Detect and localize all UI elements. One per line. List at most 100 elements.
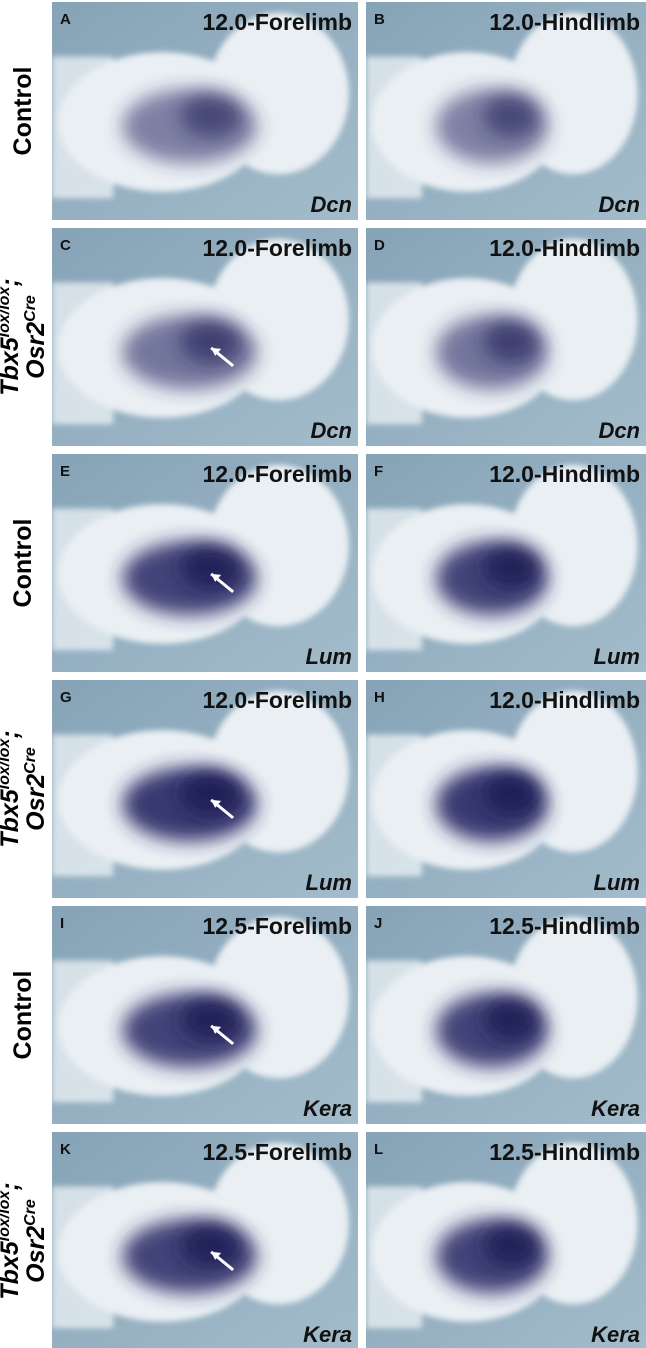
label-sup: lox/lox (0, 286, 13, 338)
panel-letter: I (60, 915, 64, 932)
limb-base (366, 1186, 422, 1329)
panel-image (52, 1132, 358, 1348)
panel-letter: L (374, 1141, 383, 1158)
panel-title: 12.0-Hindlimb (489, 461, 640, 487)
limb-base (52, 508, 114, 651)
gene-label: Kera (591, 1096, 640, 1121)
panel-image (366, 906, 646, 1124)
stain-core (180, 93, 242, 138)
panel-title: 12.5-Hindlimb (489, 913, 640, 939)
panel-title: 12.0-Forelimb (202, 687, 352, 713)
label-part: Osr2 (22, 1226, 50, 1283)
panel-letter: F (374, 463, 383, 480)
label-part: ; (0, 278, 24, 286)
stain-core (180, 545, 242, 590)
panel-image (52, 2, 358, 220)
label-part: Tbx5 (0, 336, 24, 395)
panel-title: 12.5-Forelimb (202, 1139, 352, 1165)
limb-base (52, 1186, 114, 1329)
panel-title: 12.5-Hindlimb (489, 1139, 640, 1165)
limb-base (366, 56, 422, 199)
limb-base (52, 734, 114, 877)
panel-title: 12.0-Hindlimb (489, 687, 640, 713)
limb-base (52, 960, 114, 1103)
stain-core (483, 319, 540, 364)
arrow-head (211, 799, 222, 808)
stain-core (180, 997, 242, 1042)
stain-core (483, 93, 540, 138)
gene-label: Kera (591, 1322, 640, 1347)
panel-letter: K (60, 1141, 71, 1158)
label-part: Osr2 (22, 322, 50, 379)
panel-title: 12.0-Forelimb (202, 9, 352, 35)
panel-title: 12.0-Forelimb (202, 461, 352, 487)
label-part: Tbx5 (0, 1240, 24, 1299)
arrow-head (211, 1025, 222, 1034)
label-sup: lox/lox (0, 738, 13, 790)
limb-base (52, 56, 114, 199)
stain-core (483, 997, 540, 1042)
label-part: ; (0, 1182, 24, 1190)
gene-label: Kera (303, 1322, 352, 1347)
gene-label: Dcn (598, 192, 640, 217)
row-label: Control (9, 519, 37, 608)
row-label: Osr2Cre (22, 747, 50, 831)
stain-core (180, 1223, 242, 1268)
label-sup: Cre (22, 295, 39, 322)
label-sup: Cre (22, 1199, 39, 1226)
row-label: Tbx5lox/lox; (0, 278, 24, 395)
panel-letter: B (374, 11, 385, 28)
panel-image (366, 1132, 646, 1348)
panel-letter: D (374, 237, 385, 254)
panel-title: 12.5-Forelimb (202, 913, 352, 939)
gene-label: Lum (594, 870, 640, 895)
row-label: Control (9, 971, 37, 1060)
label-sup: Cre (22, 747, 39, 774)
gene-label: Kera (303, 1096, 352, 1121)
gene-label: Dcn (598, 418, 640, 443)
gene-label: Lum (306, 644, 352, 669)
panel-image (52, 680, 358, 898)
gene-label: Dcn (310, 192, 352, 217)
gene-label: Lum (594, 644, 640, 669)
limb-base (366, 282, 422, 425)
panel-image (366, 228, 646, 446)
label-part: ; (0, 730, 24, 738)
panel-title: 12.0-Forelimb (202, 235, 352, 261)
stain-core (483, 545, 540, 590)
panel-image (52, 906, 358, 1124)
label-part: Osr2 (22, 774, 50, 831)
row-label: Control (9, 67, 37, 156)
row-label: Osr2Cre (22, 295, 50, 379)
arrow-head (211, 1251, 222, 1260)
arrow-head (211, 347, 222, 356)
row-label: Tbx5lox/lox; (0, 1182, 24, 1299)
stain-core (483, 1223, 540, 1268)
stain-core (180, 319, 242, 364)
panel-image (366, 454, 646, 672)
stain-core (180, 771, 242, 816)
label-part: Tbx5 (0, 788, 24, 847)
panel-image (366, 680, 646, 898)
gene-label: Lum (306, 870, 352, 895)
label-sup: lox/lox (0, 1190, 13, 1242)
limb-base (52, 282, 114, 425)
panel-letter: C (60, 237, 71, 254)
arrow-head (211, 573, 222, 582)
panel-title: 12.0-Hindlimb (489, 235, 640, 261)
limb-base (366, 734, 422, 877)
panel-image (366, 2, 646, 220)
panel-image (52, 228, 358, 446)
panel-letter: A (60, 11, 71, 28)
limb-base (366, 508, 422, 651)
panel-letter: G (60, 689, 72, 706)
gene-label: Dcn (310, 418, 352, 443)
panel-letter: E (60, 463, 70, 480)
panel-letter: J (374, 915, 382, 932)
row-label: Tbx5lox/lox; (0, 730, 24, 847)
panel-letter: H (374, 689, 385, 706)
panel-title: 12.0-Hindlimb (489, 9, 640, 35)
stain-core (483, 771, 540, 816)
panel-image (52, 454, 358, 672)
